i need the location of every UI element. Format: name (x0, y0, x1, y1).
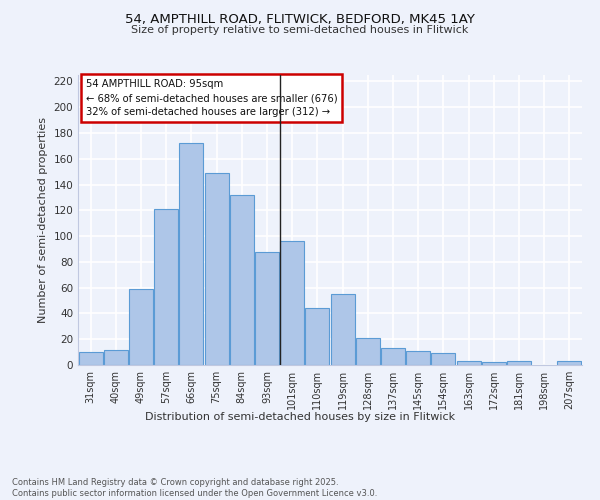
Bar (280, 242, 304, 365)
Bar (482, 362, 506, 365)
Bar (356, 338, 380, 365)
Bar (154, 209, 178, 365)
Y-axis label: Number of semi-detached properties: Number of semi-detached properties (38, 117, 48, 323)
Bar (381, 348, 405, 365)
Bar (457, 361, 481, 365)
Text: 54 AMPTHILL ROAD: 95sqm
← 68% of semi-detached houses are smaller (676)
32% of s: 54 AMPTHILL ROAD: 95sqm ← 68% of semi-de… (86, 80, 337, 118)
Bar (406, 351, 430, 365)
Text: Size of property relative to semi-detached houses in Flitwick: Size of property relative to semi-detach… (131, 25, 469, 35)
Text: 54, AMPTHILL ROAD, FLITWICK, BEDFORD, MK45 1AY: 54, AMPTHILL ROAD, FLITWICK, BEDFORD, MK… (125, 12, 475, 26)
Bar (79, 352, 103, 365)
Bar (104, 350, 128, 365)
Text: Distribution of semi-detached houses by size in Flitwick: Distribution of semi-detached houses by … (145, 412, 455, 422)
Bar (557, 361, 581, 365)
Bar (331, 294, 355, 365)
Bar (205, 173, 229, 365)
Bar (179, 144, 203, 365)
Bar (129, 289, 153, 365)
Text: Contains HM Land Registry data © Crown copyright and database right 2025.
Contai: Contains HM Land Registry data © Crown c… (12, 478, 377, 498)
Bar (431, 354, 455, 365)
Bar (305, 308, 329, 365)
Bar (507, 361, 531, 365)
Bar (255, 252, 279, 365)
Bar (230, 195, 254, 365)
